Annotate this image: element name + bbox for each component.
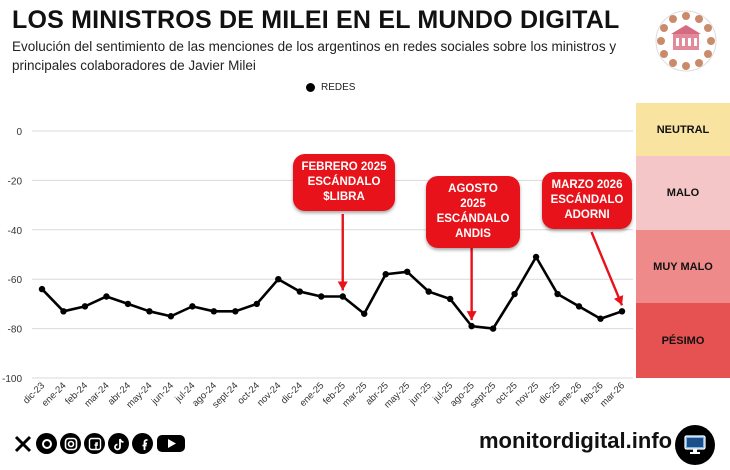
annotation-arrowhead (613, 295, 624, 306)
data-point (124, 300, 132, 308)
data-point (296, 288, 303, 295)
data-point (232, 308, 239, 315)
x-tick-label: ene-26 (555, 380, 584, 409)
data-point (275, 276, 282, 283)
data-point (382, 271, 389, 278)
tiktok-icon[interactable] (108, 433, 129, 454)
annotation-arrow (590, 231, 624, 306)
legend-label: REDES (321, 82, 356, 93)
data-point (167, 313, 175, 320)
x-icon[interactable] (12, 433, 33, 454)
data-point (618, 308, 626, 315)
line-chart: 0-20-40-60-80-100 dic-23ene-24feb-24mar-… (2, 127, 633, 411)
annotation-callout: MARZO 2026 ESCÁNDALO ADORNI (542, 172, 632, 229)
site-url[interactable]: monitordigital.info (479, 428, 673, 453)
data-point (210, 308, 218, 315)
data-point (575, 303, 583, 310)
annotation-callout: FEBRERO 2025 ESCÁNDALO $LIBRA (293, 154, 395, 211)
series-line-redes (41, 255, 623, 330)
data-point (361, 310, 368, 317)
data-point (81, 303, 89, 310)
data-point (146, 308, 153, 315)
social-icons (12, 433, 186, 454)
data-point (511, 290, 518, 298)
y-tick-label: -100 (2, 374, 22, 385)
facebook-icon[interactable] (132, 433, 153, 454)
x-tick-label: mar-24 (83, 380, 112, 409)
x-tick-label: nov-24 (255, 380, 283, 408)
band-muy-malo: MUY MALO (636, 230, 730, 303)
data-point (468, 322, 475, 330)
data-point (339, 293, 346, 300)
chart-title: LOS MINISTROS DE MILEI EN EL MUNDO DIGIT… (12, 6, 620, 34)
annotation-callout: AGOSTO 2025 ESCÁNDALO ANDIS (426, 176, 520, 248)
data-point (253, 300, 261, 308)
y-tick-label: -80 (8, 325, 23, 336)
threads-icon[interactable] (36, 433, 57, 454)
data-point (489, 325, 497, 332)
x-tick-label: jun-25 (407, 380, 434, 407)
annotation-arrowhead (466, 311, 477, 321)
legend-marker (306, 83, 315, 92)
data-point (403, 268, 411, 275)
youtube-icon[interactable] (156, 433, 186, 454)
chart-legend: REDES (306, 82, 355, 93)
annotation-arrowhead (337, 281, 348, 291)
x-tick-label: ene-25 (298, 380, 327, 409)
x-tick-label: nov-25 (513, 380, 541, 408)
band-neutral: NEUTRAL (636, 103, 730, 156)
data-point (554, 290, 561, 298)
monitor-icon[interactable] (675, 425, 715, 465)
chart-subtitle: Evolución del sentimiento de las mencion… (12, 39, 617, 73)
monitor-logo-badge (655, 10, 717, 72)
data-point (425, 288, 432, 295)
band-malo: MALO (636, 156, 730, 230)
x-tick-label: mar-26 (598, 380, 627, 409)
facebook-icon[interactable] (84, 433, 105, 454)
data-point (60, 308, 67, 315)
y-tick-label: -40 (8, 226, 23, 237)
y-tick-label: -20 (8, 176, 23, 187)
data-point (189, 303, 196, 310)
x-tick-label: ene-24 (40, 380, 69, 409)
band-pesimo: PÉSIMO (636, 303, 730, 378)
instagram-icon[interactable] (60, 433, 81, 454)
x-tick-label: jun-24 (149, 380, 176, 407)
y-tick-label: -60 (8, 275, 23, 286)
x-tick-label: mar-25 (340, 380, 369, 409)
y-tick-label: 0 (16, 127, 22, 138)
data-point (318, 293, 325, 300)
data-point (38, 285, 46, 293)
data-point (597, 315, 604, 322)
data-point (446, 295, 454, 303)
data-point (103, 293, 110, 300)
data-point (532, 253, 540, 261)
